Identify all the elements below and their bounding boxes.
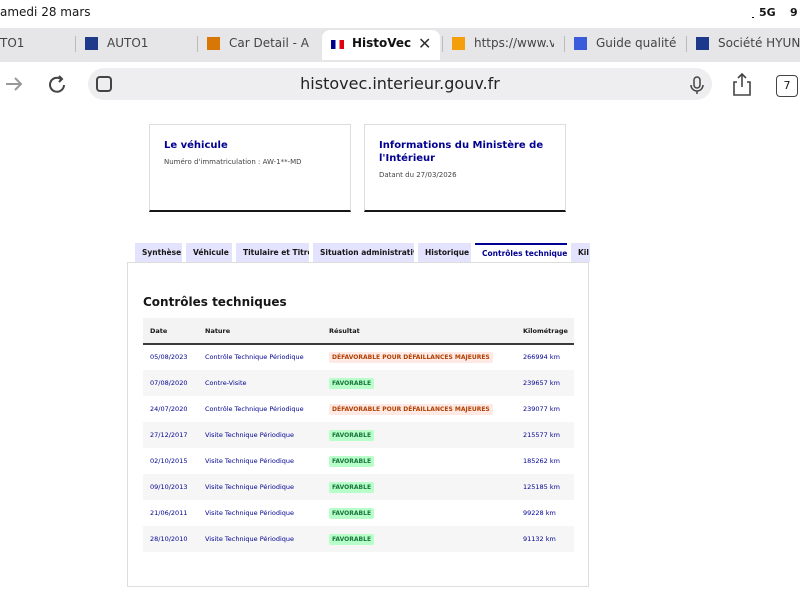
tab-title[interactable]: https://www.ve: [474, 36, 554, 50]
date-cell: 02/10/2015: [150, 457, 188, 465]
status-badge: FAVORABLE: [329, 534, 375, 545]
status-badge: FAVORABLE: [329, 482, 375, 493]
status-badge: FAVORABLE: [329, 430, 375, 441]
nav-tab[interactable]: Contrôles techniques: [475, 243, 567, 262]
close-tab[interactable]: ✕: [418, 34, 432, 53]
nav-tab[interactable]: Synthèse: [135, 243, 182, 262]
status-date: amedi 28 mars: [0, 5, 91, 19]
nature-cell: Visite Technique Périodique: [205, 535, 295, 543]
tab-title: HistoVec -: [352, 36, 412, 50]
nav-tab[interactable]: Titulaire et Titre: [236, 243, 309, 262]
tab-title[interactable]: Guide qualité -: [596, 36, 676, 50]
km-cell: 239077 km: [523, 405, 560, 413]
nature-cell: Visite Technique Périodique: [205, 431, 295, 439]
nav-tab[interactable]: Véhicule: [186, 243, 232, 262]
table-header: [143, 318, 574, 345]
tab-favicon: [207, 37, 220, 50]
card-title: Informations du Ministère de l'Intérieur: [379, 140, 544, 164]
nature-cell: Visite Technique Périodique: [205, 483, 295, 491]
status-badge: FAVORABLE: [329, 378, 375, 389]
nature-cell: Visite Technique Périodique: [205, 457, 295, 465]
km-cell: 185262 km: [523, 457, 560, 465]
signal-icon: [740, 10, 754, 18]
card-title: Le véhicule: [164, 140, 228, 151]
date-cell: 09/10/2013: [150, 483, 188, 491]
date-cell: 24/07/2020: [150, 405, 188, 413]
tab-count[interactable]: 7: [776, 75, 798, 97]
tab-separator: [564, 36, 565, 52]
panel: [127, 262, 589, 587]
km-cell: 266994 km: [523, 353, 560, 361]
tab-favicon: [452, 37, 465, 50]
date-cell: 27/12/2017: [150, 431, 188, 439]
column-header: Kilométrage: [523, 327, 568, 335]
tab-separator: [442, 36, 443, 52]
tab-title[interactable]: TO1: [0, 36, 25, 50]
network: 5G: [759, 6, 776, 19]
column-header: Nature: [205, 327, 231, 335]
nature-cell: Contrôle Technique Périodique: [205, 405, 304, 413]
reload-button[interactable]: [46, 74, 68, 96]
status-badge: FAVORABLE: [329, 456, 375, 467]
section-title: Contrôles techniques: [143, 295, 287, 309]
tab-separator: [686, 36, 687, 52]
nature-cell: Contrôle Technique Périodique: [205, 353, 304, 361]
column-header: Résultat: [329, 327, 360, 335]
forward-button[interactable]: [4, 74, 24, 94]
tab-favicon: [696, 37, 709, 50]
nav-tab[interactable]: Situation administrative: [313, 243, 414, 262]
nature-cell: Contre-Visite: [205, 379, 247, 387]
mic-icon[interactable]: [690, 76, 704, 94]
date-cell: 21/06/2011: [150, 509, 188, 517]
card-text: Numéro d'immatriculation : AW-1**-MD: [164, 158, 302, 166]
km-cell: 91132 km: [523, 535, 556, 543]
ministry-card: Informations du Ministère de l'Intérieur…: [364, 124, 566, 212]
vehicle-card: Le véhicule Numéro d'immatriculation : AW…: [149, 124, 351, 212]
date-cell: 07/08/2020: [150, 379, 188, 387]
nav-tab[interactable]: Historique: [418, 243, 471, 262]
status-badge: FAVORABLE: [329, 508, 375, 519]
tab-separator: [197, 36, 198, 52]
km-cell: 99228 km: [523, 509, 556, 517]
url: histovec.interieur.gouv.fr: [300, 74, 500, 93]
tab-title[interactable]: Société HYUN: [718, 36, 800, 50]
tab-separator: [75, 36, 76, 52]
status-badge: DÉFAVORABLE POUR DÉFAILLANCES MAJEURES: [329, 404, 493, 415]
page-menu-icon[interactable]: [96, 76, 112, 92]
km-cell: 215577 km: [523, 431, 560, 439]
tab-title[interactable]: AUTO1: [107, 36, 149, 50]
km-cell: 125185 km: [523, 483, 560, 491]
status-badge: DÉFAVORABLE POUR DÉFAILLANCES MAJEURES: [329, 352, 493, 363]
tab-title[interactable]: Car Detail - Ad: [229, 36, 309, 50]
battery: 9: [790, 6, 798, 19]
card-text: Datant du 27/03/2026: [379, 171, 457, 179]
tab-favicon: [331, 40, 344, 49]
nav-tab[interactable]: Kil: [571, 243, 590, 262]
date-cell: 28/10/2010: [150, 535, 188, 543]
column-header: Date: [150, 327, 168, 335]
nature-cell: Visite Technique Périodique: [205, 509, 295, 517]
share-button[interactable]: [732, 72, 752, 96]
tab-favicon: [574, 37, 587, 50]
km-cell: 239657 km: [523, 379, 560, 387]
address-bar[interactable]: [88, 68, 712, 100]
date-cell: 05/08/2023: [150, 353, 188, 361]
tab-favicon: [85, 37, 98, 50]
